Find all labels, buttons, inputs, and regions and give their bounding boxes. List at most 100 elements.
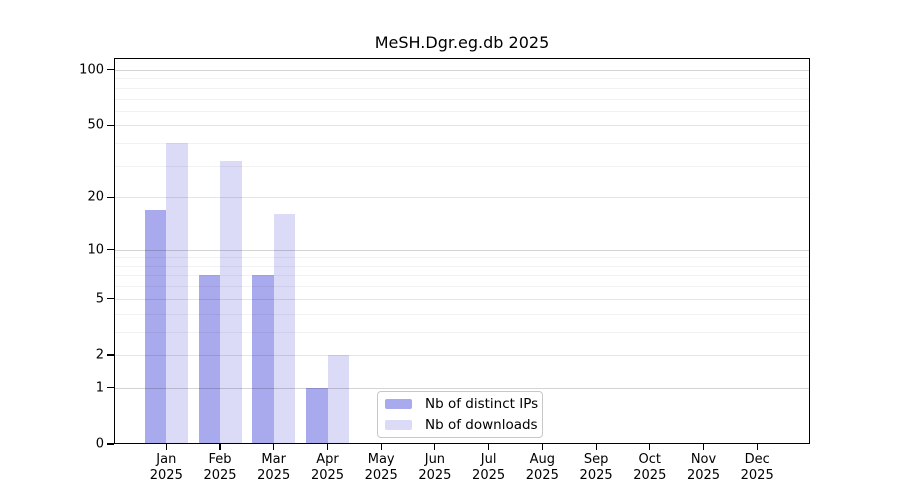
gridline-major bbox=[114, 355, 810, 356]
x-tick-mark bbox=[649, 444, 651, 450]
bar-downloads-feb bbox=[220, 160, 242, 444]
x-tick-label-apr: Apr 2025 bbox=[300, 452, 356, 484]
x-tick-year: 2025 bbox=[579, 468, 613, 483]
x-tick-month: Sep bbox=[583, 452, 609, 467]
x-tick-label-jun: Jun 2025 bbox=[407, 452, 463, 484]
x-tick-month: Mar bbox=[261, 452, 286, 467]
x-tick-mark bbox=[541, 444, 543, 450]
gridline-major bbox=[114, 298, 810, 300]
x-tick-label-jul: Jul 2025 bbox=[461, 452, 517, 484]
y-tick-mark bbox=[107, 196, 114, 198]
x-tick-year: 2025 bbox=[310, 468, 345, 483]
x-tick-month: Oct bbox=[638, 452, 662, 467]
x-tick-year: 2025 bbox=[740, 468, 774, 483]
gridline-minor bbox=[114, 78, 810, 80]
plot-area bbox=[114, 58, 810, 444]
x-tick-label-jan: Jan 2025 bbox=[138, 452, 194, 484]
x-tick-year: 2025 bbox=[472, 468, 506, 483]
x-tick-mark bbox=[273, 444, 275, 450]
y-tick-mark bbox=[107, 387, 114, 389]
x-tick-month: Aug bbox=[529, 452, 555, 467]
legend: Nb of distinct IPs Nb of downloads bbox=[377, 391, 543, 438]
x-tick-label-may: May 2025 bbox=[353, 452, 409, 484]
bar-distinct-ips-feb bbox=[198, 275, 220, 444]
x-tick-label-sep: Sep 2025 bbox=[568, 452, 624, 484]
chart-title: MeSH.Dgr.eg.db 2025 bbox=[374, 33, 550, 52]
x-tick-mark bbox=[165, 444, 167, 450]
x-tick-month: Jan bbox=[156, 452, 177, 467]
x-tick-month: Apr bbox=[316, 452, 339, 467]
y-tick-label: 1 bbox=[95, 380, 104, 396]
y-tick-mark bbox=[107, 298, 114, 300]
bar-distinct-ips-jan bbox=[144, 209, 167, 444]
gridline-minor bbox=[114, 286, 810, 288]
x-tick-year: 2025 bbox=[364, 468, 398, 483]
y-tick-label: 20 bbox=[87, 189, 104, 205]
gridline-minor bbox=[114, 257, 810, 259]
x-tick-month: Jun bbox=[424, 452, 446, 467]
y-tick-mark bbox=[107, 443, 114, 445]
gridline-minor bbox=[114, 275, 810, 277]
bar-downloads-mar bbox=[273, 214, 296, 444]
y-tick-mark bbox=[107, 124, 114, 126]
x-tick-label-mar: Mar 2025 bbox=[246, 452, 302, 484]
gridline-minor bbox=[114, 98, 810, 100]
bar-downloads-apr bbox=[327, 355, 349, 444]
x-tick-year: 2025 bbox=[525, 468, 559, 483]
y-tick-mark bbox=[107, 69, 114, 71]
x-tick-label-oct: Oct 2025 bbox=[622, 452, 678, 484]
gridline-minor bbox=[114, 87, 810, 89]
x-tick-year: 2025 bbox=[203, 468, 237, 483]
x-tick-month: Jul bbox=[480, 452, 497, 467]
y-tick-mark bbox=[107, 249, 114, 251]
x-tick-month: Feb bbox=[208, 452, 232, 467]
y-tick-label: 10 bbox=[87, 242, 104, 258]
gridline-major bbox=[114, 249, 810, 251]
y-tick-label: 2 bbox=[95, 347, 104, 363]
x-tick-year: 2025 bbox=[418, 468, 452, 483]
x-tick-label-nov: Nov 2025 bbox=[676, 452, 732, 484]
x-tick-label-feb: Feb 2025 bbox=[192, 452, 248, 484]
x-tick-mark bbox=[756, 444, 758, 450]
x-tick-year: 2025 bbox=[633, 468, 667, 483]
gridline-minor bbox=[114, 165, 810, 167]
bar-distinct-ips-apr bbox=[306, 387, 328, 444]
x-tick-mark bbox=[326, 444, 329, 450]
x-tick-mark bbox=[488, 444, 490, 450]
x-tick-month: Dec bbox=[744, 452, 770, 467]
legend-label-downloads: Nb of downloads bbox=[425, 416, 538, 433]
gridline-minor bbox=[114, 265, 810, 267]
gridline-major bbox=[114, 125, 810, 127]
gridline-minor bbox=[114, 331, 810, 333]
gridline-minor bbox=[114, 110, 810, 112]
gridline-major bbox=[114, 197, 810, 199]
gridline-minor bbox=[114, 143, 810, 144]
y-tick-label: 100 bbox=[79, 62, 104, 78]
x-tick-year: 2025 bbox=[149, 468, 183, 483]
x-tick-mark bbox=[434, 444, 436, 450]
legend-item-downloads: Nb of downloads bbox=[385, 417, 542, 433]
x-tick-month: Nov bbox=[690, 452, 717, 467]
gridline-minor bbox=[114, 313, 810, 315]
x-tick-year: 2025 bbox=[686, 468, 721, 483]
x-tick-label-dec: Dec 2025 bbox=[729, 452, 785, 484]
y-tick-label: 0 bbox=[95, 436, 104, 452]
x-tick-mark bbox=[219, 444, 221, 450]
x-tick-year: 2025 bbox=[257, 468, 291, 483]
gridline-major bbox=[114, 69, 810, 71]
x-tick-month: May bbox=[367, 452, 395, 467]
legend-label-distinct-ips: Nb of distinct IPs bbox=[425, 396, 539, 413]
legend-swatch-distinct-ips bbox=[385, 399, 412, 410]
x-tick-mark bbox=[702, 444, 705, 450]
bar-distinct-ips-mar bbox=[252, 275, 274, 444]
legend-item-distinct-ips: Nb of distinct IPs bbox=[385, 396, 542, 412]
x-tick-label-aug: Aug 2025 bbox=[514, 452, 570, 484]
x-tick-mark bbox=[595, 444, 597, 450]
x-tick-mark bbox=[380, 444, 382, 450]
y-tick-mark bbox=[107, 354, 114, 356]
legend-swatch-downloads bbox=[385, 419, 412, 430]
bar-downloads-jan bbox=[166, 143, 188, 444]
gridline-major bbox=[114, 387, 810, 389]
y-tick-label: 50 bbox=[87, 117, 104, 133]
